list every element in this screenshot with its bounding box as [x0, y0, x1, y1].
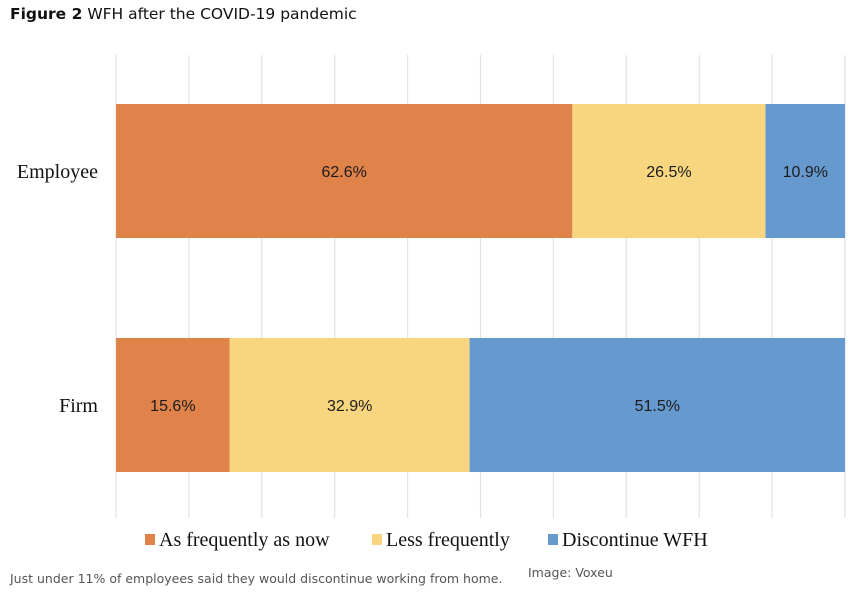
- figure-title: Figure 2 WFH after the COVID-19 pandemic: [10, 5, 357, 23]
- data-label: 15.6%: [150, 398, 195, 415]
- data-label: 10.9%: [783, 164, 828, 181]
- data-label: 51.5%: [635, 398, 680, 415]
- figure-caption: Just under 11% of employees said they wo…: [10, 571, 503, 586]
- figure-label: Figure 2: [10, 5, 83, 23]
- data-label: 62.6%: [321, 164, 366, 181]
- legend-label: Less frequently: [386, 529, 510, 551]
- data-label: 26.5%: [646, 164, 691, 181]
- category-label: Firm: [59, 395, 98, 417]
- legend-label: As frequently as now: [159, 529, 330, 551]
- category-label: Employee: [17, 161, 98, 183]
- legend-swatch: [372, 534, 382, 545]
- bar-segment: [116, 338, 230, 472]
- bar-segment: [116, 104, 573, 238]
- legend-swatch: [548, 534, 558, 545]
- bar-segment: [572, 104, 766, 238]
- bar-segment: [765, 104, 845, 238]
- bar-segment: [229, 338, 470, 472]
- figure-title-text: WFH after the COVID-19 pandemic: [87, 5, 357, 23]
- bar-segment: [469, 338, 845, 472]
- data-label: 32.9%: [327, 398, 372, 415]
- legend-swatch: [145, 534, 155, 545]
- legend-label: Discontinue WFH: [562, 529, 708, 551]
- image-credit: Image: Voxeu: [528, 565, 613, 580]
